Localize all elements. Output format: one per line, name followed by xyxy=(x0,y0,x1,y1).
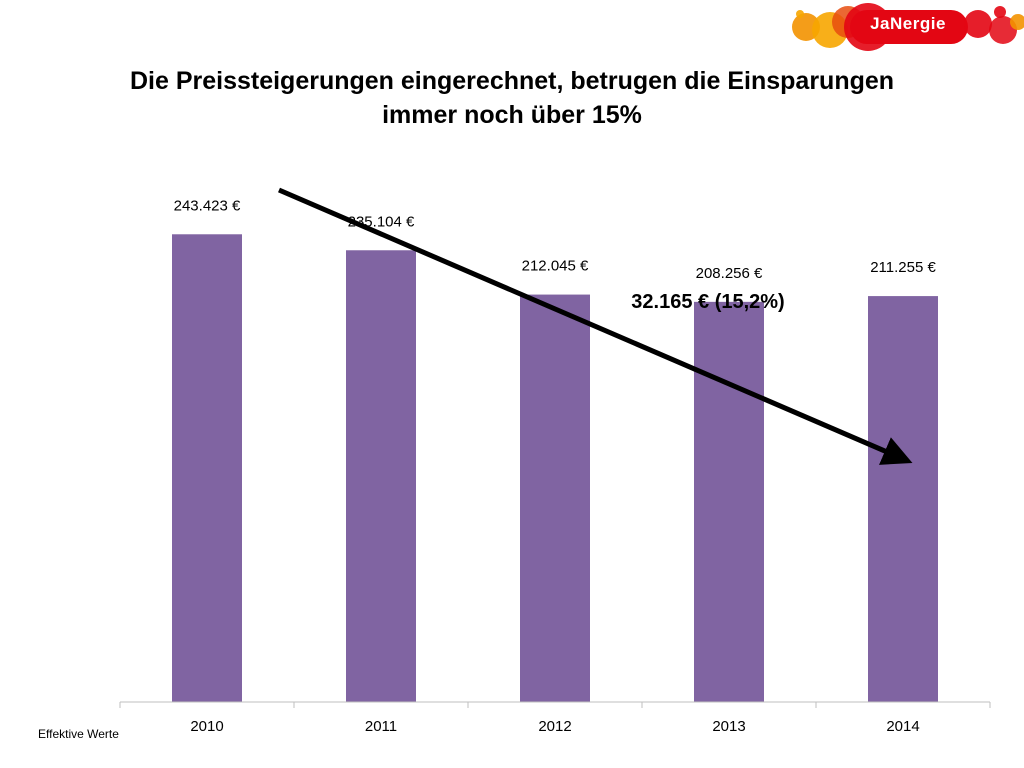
x-tick-label: 2010 xyxy=(190,718,223,735)
logo-dot xyxy=(796,10,804,18)
logo-text: JaNergie xyxy=(870,14,946,33)
x-tick-label: 2014 xyxy=(886,718,919,735)
savings-arrow xyxy=(278,187,913,465)
bar-2011 xyxy=(346,250,416,702)
logo-dot xyxy=(1010,14,1024,30)
janergie-logo xyxy=(792,3,1024,51)
data-label: 212.045 € xyxy=(522,258,589,275)
page-title: Die Preissteigerungen eingerechnet, betr… xyxy=(40,64,984,132)
logo-dot xyxy=(964,10,992,38)
savings-annotation: 32.165 € (15,2%) xyxy=(631,291,784,313)
title-line-1: Die Preissteigerungen eingerechnet, betr… xyxy=(129,67,895,95)
bar-2010 xyxy=(172,234,242,702)
bar-2013 xyxy=(694,301,764,702)
bar-2014 xyxy=(868,296,938,702)
logo-dot xyxy=(994,6,1006,18)
data-label: 211.255 € xyxy=(870,259,936,276)
data-label: 208.256 € xyxy=(696,265,763,282)
logo-dot xyxy=(989,16,1017,44)
footnote: Effektive Werte xyxy=(38,727,119,741)
bar-2012 xyxy=(520,294,590,702)
x-tick-label: 2011 xyxy=(365,718,397,735)
x-tick-label: 2013 xyxy=(712,718,745,735)
x-tick-label: 2012 xyxy=(538,718,571,735)
logo-band xyxy=(850,10,968,44)
data-label: 243.423 € xyxy=(174,197,241,214)
title-line-2: immer noch über 15% xyxy=(382,101,642,129)
